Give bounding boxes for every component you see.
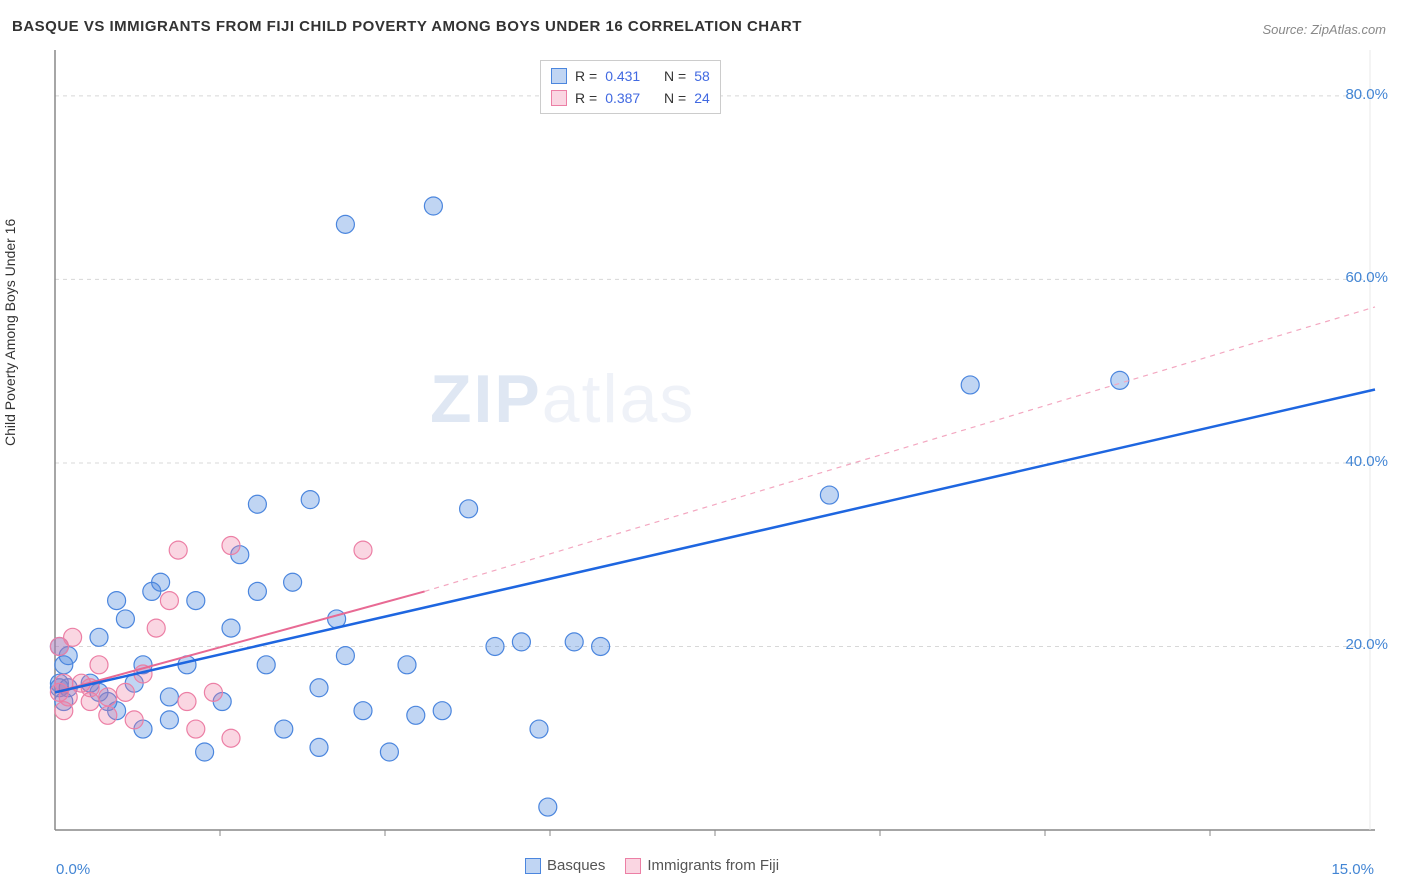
- y-tick-label: 60.0%: [1345, 269, 1388, 286]
- y-tick-label: 40.0%: [1345, 453, 1388, 470]
- y-tick-label: 80.0%: [1345, 86, 1388, 103]
- legend-stats-row: R = 0.431 N = 58: [551, 65, 710, 87]
- legend-item: Basques: [525, 857, 605, 874]
- legend-item: Immigrants from Fiji: [625, 857, 779, 874]
- swatch-icon: [551, 68, 567, 84]
- chart-svg: [0, 0, 1406, 892]
- legend-stats: R = 0.431 N = 58 R = 0.387 N = 24: [540, 60, 721, 114]
- chart-container: BASQUE VS IMMIGRANTS FROM FIJI CHILD POV…: [0, 0, 1406, 892]
- y-axis-label: Child Poverty Among Boys Under 16: [2, 219, 18, 446]
- x-tick-max: 15.0%: [1331, 861, 1374, 878]
- swatch-icon: [551, 90, 567, 106]
- swatch-icon: [525, 858, 541, 874]
- y-tick-label: 20.0%: [1345, 636, 1388, 653]
- x-tick-min: 0.0%: [56, 861, 90, 878]
- legend-series: Basques Immigrants from Fiji: [525, 857, 779, 874]
- swatch-icon: [625, 858, 641, 874]
- legend-stats-row: R = 0.387 N = 24: [551, 87, 710, 109]
